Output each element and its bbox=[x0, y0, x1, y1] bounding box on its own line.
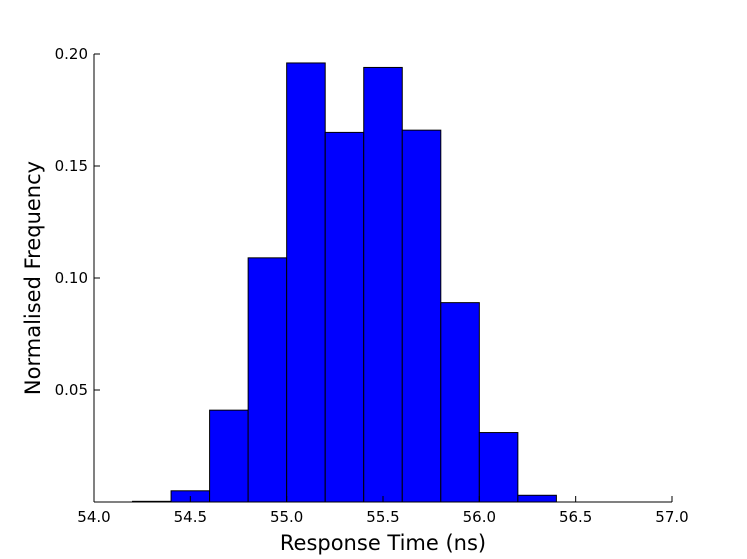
y-ticks-group: 0.05 0.10 0.15 0.20 bbox=[55, 45, 100, 399]
y-tick-label-1: 0.10 bbox=[55, 269, 88, 287]
x-tick-label-2: 55.0 bbox=[270, 508, 303, 526]
histogram-bar-5 bbox=[324, 131, 365, 503]
x-tick-label-0: 54.0 bbox=[77, 508, 110, 526]
x-ticks-group: 54.0 54.5 55.0 55.5 56.0 56.5 57.0 bbox=[77, 496, 689, 526]
histogram-bar-8 bbox=[440, 302, 480, 503]
x-tick-label-6: 57.0 bbox=[655, 508, 688, 526]
y-axis-title: Normalised Frequency bbox=[21, 161, 45, 395]
x-tick-label-3: 55.5 bbox=[366, 508, 399, 526]
histogram-bar-7 bbox=[401, 129, 442, 503]
histogram-bar-3 bbox=[247, 257, 288, 503]
histogram-bar-6 bbox=[363, 66, 403, 503]
x-tick-label-5: 56.5 bbox=[559, 508, 592, 526]
bars-group bbox=[132, 62, 557, 503]
histogram-bar-4 bbox=[286, 62, 326, 503]
y-tick-label-3: 0.20 bbox=[55, 45, 88, 63]
histogram-bar-2 bbox=[209, 409, 249, 503]
x-tick-label-1: 54.5 bbox=[174, 508, 207, 526]
y-tick-label-2: 0.15 bbox=[55, 157, 88, 175]
x-tick-label-4: 56.0 bbox=[463, 508, 496, 526]
x-axis-title: Response Time (ns) bbox=[280, 531, 486, 555]
y-tick-label-0: 0.05 bbox=[55, 381, 88, 399]
histogram-bar-9 bbox=[478, 432, 519, 503]
histogram-bar-10 bbox=[517, 494, 557, 503]
